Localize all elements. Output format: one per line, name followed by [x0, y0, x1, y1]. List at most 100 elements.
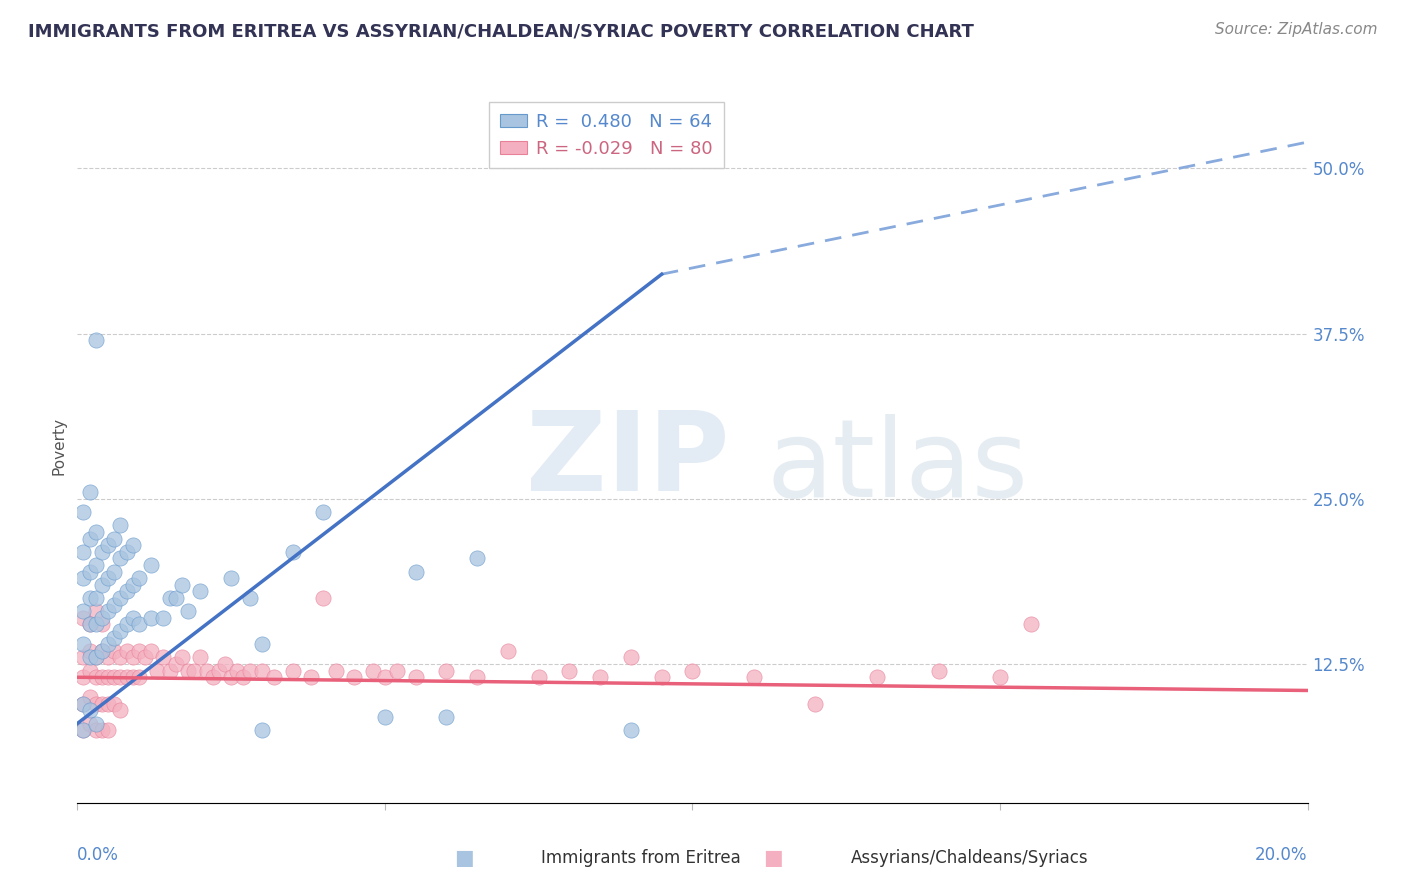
Point [110, 650, 132, 665]
Point [110, 624, 132, 638]
Point [152, 611, 174, 625]
Point [988, 670, 1011, 684]
Point [208, 664, 231, 678]
Point [110, 551, 132, 566]
Point [103, 631, 125, 645]
Point [103, 565, 125, 579]
Point [110, 518, 132, 533]
Point [405, 565, 427, 579]
Point [312, 591, 335, 605]
Point [146, 664, 169, 678]
Text: atlas: atlas [766, 415, 1028, 520]
Point [121, 611, 143, 625]
Point [170, 650, 193, 665]
Point [527, 670, 550, 684]
Point [165, 657, 187, 671]
Point [219, 571, 242, 585]
Point [250, 723, 273, 738]
Point [84, 333, 107, 347]
Point [385, 664, 409, 678]
Point [115, 545, 138, 559]
Point [465, 670, 488, 684]
Point [97, 571, 120, 585]
Point [90, 644, 114, 658]
Point [103, 670, 125, 684]
Point [79, 716, 101, 731]
Point [115, 617, 138, 632]
Point [72, 637, 94, 651]
Point [97, 650, 120, 665]
Point [620, 723, 643, 738]
Point [97, 670, 120, 684]
Point [128, 571, 150, 585]
Point [90, 670, 114, 684]
Point [804, 697, 827, 711]
Point [97, 604, 120, 618]
Point [159, 664, 181, 678]
Point [79, 644, 101, 658]
Point [97, 637, 120, 651]
Point [79, 532, 101, 546]
Point [250, 664, 273, 678]
Point [79, 664, 101, 678]
Point [188, 584, 212, 599]
Point [343, 670, 366, 684]
Point [250, 637, 273, 651]
Point [239, 591, 262, 605]
Point [121, 578, 143, 592]
Point [115, 670, 138, 684]
Point [121, 670, 143, 684]
Point [141, 611, 163, 625]
Point [405, 670, 427, 684]
Point [90, 644, 114, 658]
Point [496, 644, 519, 658]
Point [90, 723, 114, 738]
Point [232, 670, 254, 684]
Point [72, 604, 94, 618]
Point [188, 650, 212, 665]
Text: Assyrians/Chaldeans/Syriacs: Assyrians/Chaldeans/Syriacs [851, 849, 1088, 867]
Point [79, 690, 101, 704]
Point [281, 664, 304, 678]
Point [141, 644, 163, 658]
Point [682, 664, 704, 678]
Point [84, 697, 107, 711]
Point [281, 545, 304, 559]
Point [866, 670, 889, 684]
Point [103, 697, 125, 711]
Point [79, 485, 101, 500]
Point [620, 650, 643, 665]
Legend: R =  0.480   N = 64, R = -0.029   N = 80: R = 0.480 N = 64, R = -0.029 N = 80 [489, 102, 724, 169]
Point [183, 664, 205, 678]
Point [72, 697, 94, 711]
Point [84, 650, 107, 665]
Point [121, 650, 143, 665]
Point [79, 617, 101, 632]
Point [239, 664, 262, 678]
Point [141, 558, 163, 572]
Point [742, 670, 765, 684]
Point [128, 670, 150, 684]
Point [177, 604, 200, 618]
Point [79, 703, 101, 717]
Text: ■: ■ [454, 848, 474, 868]
Point [115, 644, 138, 658]
Point [128, 617, 150, 632]
Point [201, 670, 224, 684]
Point [110, 591, 132, 605]
Point [374, 710, 396, 724]
Point [97, 697, 120, 711]
Point [72, 723, 94, 738]
Point [84, 670, 107, 684]
Point [90, 578, 114, 592]
Point [79, 650, 101, 665]
Point [84, 716, 107, 731]
Point [103, 532, 125, 546]
Point [374, 670, 396, 684]
Point [84, 617, 107, 632]
Point [558, 664, 581, 678]
Point [159, 591, 181, 605]
Point [72, 505, 94, 519]
Point [79, 591, 101, 605]
Point [115, 584, 138, 599]
